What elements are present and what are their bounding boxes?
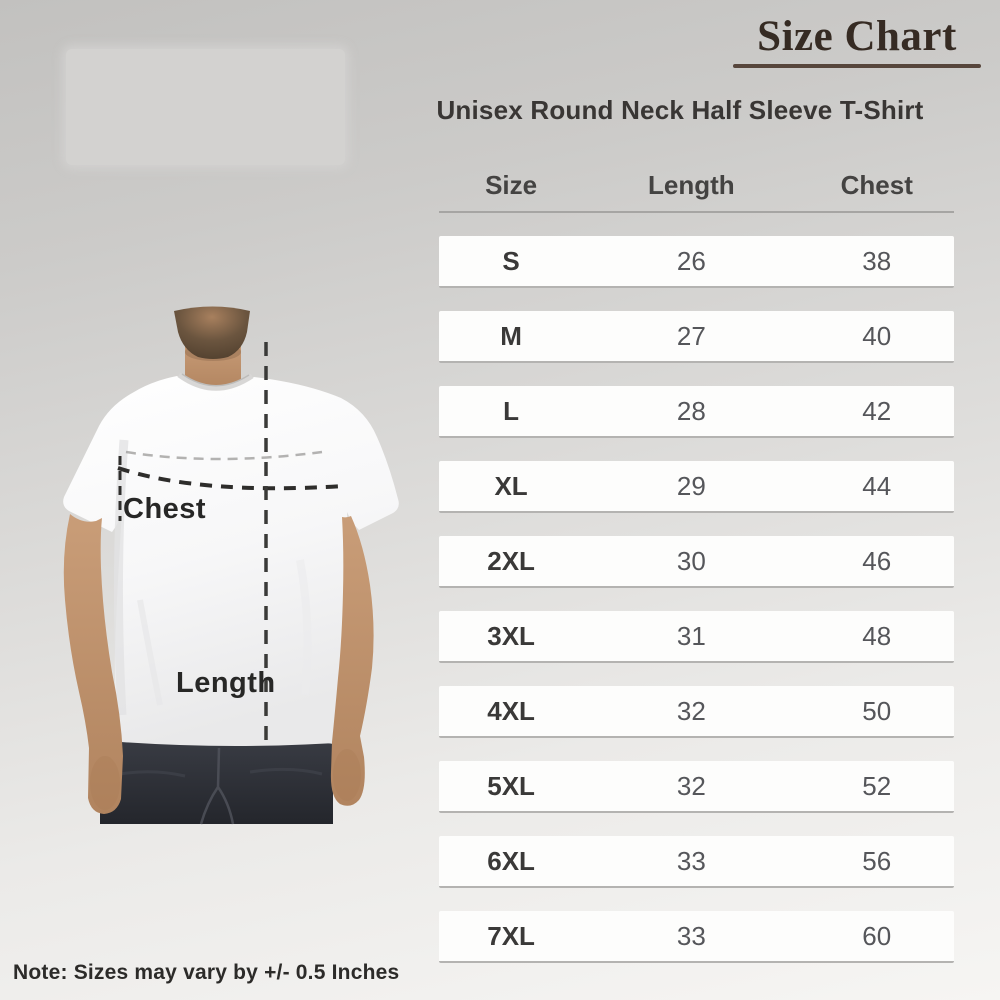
- col-header-chest: Chest: [840, 169, 913, 200]
- length-cell: 26: [676, 245, 706, 276]
- product-subtitle: Unisex Round Neck Half Sleeve T-Shirt: [436, 95, 924, 125]
- size-cell: M: [500, 320, 522, 351]
- chest-cell: 50: [862, 695, 892, 726]
- size-cell: 5XL: [487, 770, 535, 801]
- table-row: 6XL 33 56: [439, 836, 954, 888]
- footnote: Note: Sizes may vary by +/- 0.5 Inches: [13, 961, 400, 984]
- chest-cell: 42: [862, 395, 892, 426]
- size-cell: L: [503, 395, 520, 426]
- size-cell: S: [502, 245, 520, 276]
- length-cell: 32: [676, 770, 706, 801]
- table-body: S 26 38 M 27 40 L 28 42 XL 29 44 2XL 30 46 3XL 31 48 4XL 32…: [439, 236, 954, 963]
- chest-dashed-line: [117, 466, 346, 491]
- chest-cell: 60: [862, 920, 892, 951]
- length-cell: 33: [676, 920, 706, 951]
- size-cell: XL: [494, 470, 528, 501]
- length-cell: 29: [676, 470, 706, 501]
- arms: [63, 514, 374, 814]
- measurement-guides: [117, 342, 346, 741]
- chest-measure-label: Chest: [123, 493, 207, 525]
- length-cell: 31: [676, 620, 706, 651]
- table-row: 5XL 32 52: [439, 761, 954, 813]
- table-row: XL 29 44: [439, 461, 954, 513]
- chest-cell: 40: [862, 320, 892, 351]
- chest-cell: 52: [862, 770, 892, 801]
- table-row: 4XL 32 50: [439, 686, 954, 738]
- head-and-neck: [174, 306, 250, 393]
- length-measure-label: Length: [176, 667, 276, 699]
- length-cell: 32: [676, 695, 706, 726]
- length-cell: 28: [676, 395, 706, 426]
- header-divider: [439, 211, 954, 213]
- table-row: 3XL 31 48: [439, 611, 954, 663]
- chest-cell: 48: [862, 620, 892, 651]
- chest-cell: 56: [862, 845, 892, 876]
- chest-cell: 38: [862, 245, 892, 276]
- table-row: 7XL 33 60: [439, 911, 954, 963]
- jeans: [100, 734, 333, 825]
- size-cell: 2XL: [487, 545, 535, 576]
- table-row: S 26 38: [439, 236, 954, 288]
- col-header-length: Length: [648, 169, 735, 200]
- col-header-size: Size: [485, 169, 538, 200]
- page-title: Size Chart: [757, 13, 957, 60]
- chest-cell: 46: [862, 545, 892, 576]
- size-cell: 6XL: [487, 845, 535, 876]
- blank-watermark-box: [66, 49, 345, 165]
- table-row: 2XL 30 46: [439, 536, 954, 588]
- size-cell: 4XL: [487, 695, 535, 726]
- length-cell: 27: [676, 320, 706, 351]
- table-header-row: Size Length Chest: [439, 163, 954, 207]
- length-cell: 33: [676, 845, 706, 876]
- table-row: M 27 40: [439, 311, 954, 363]
- length-cell: 30: [676, 545, 706, 576]
- title-block: Size Chart: [733, 14, 981, 68]
- title-underline: [733, 64, 981, 68]
- size-cell: 7XL: [487, 920, 535, 951]
- tshirt-model-drawing: [63, 306, 399, 825]
- tshirt: [63, 372, 399, 746]
- size-cell: 3XL: [487, 620, 535, 651]
- tshirt-model-photo: Chest Length: [0, 300, 450, 830]
- size-table: Size Length Chest S 26 38 M 27 40 L 28 42 XL 29 44 2…: [439, 163, 954, 963]
- table-row: L 28 42: [439, 386, 954, 438]
- chest-cell: 44: [862, 470, 892, 501]
